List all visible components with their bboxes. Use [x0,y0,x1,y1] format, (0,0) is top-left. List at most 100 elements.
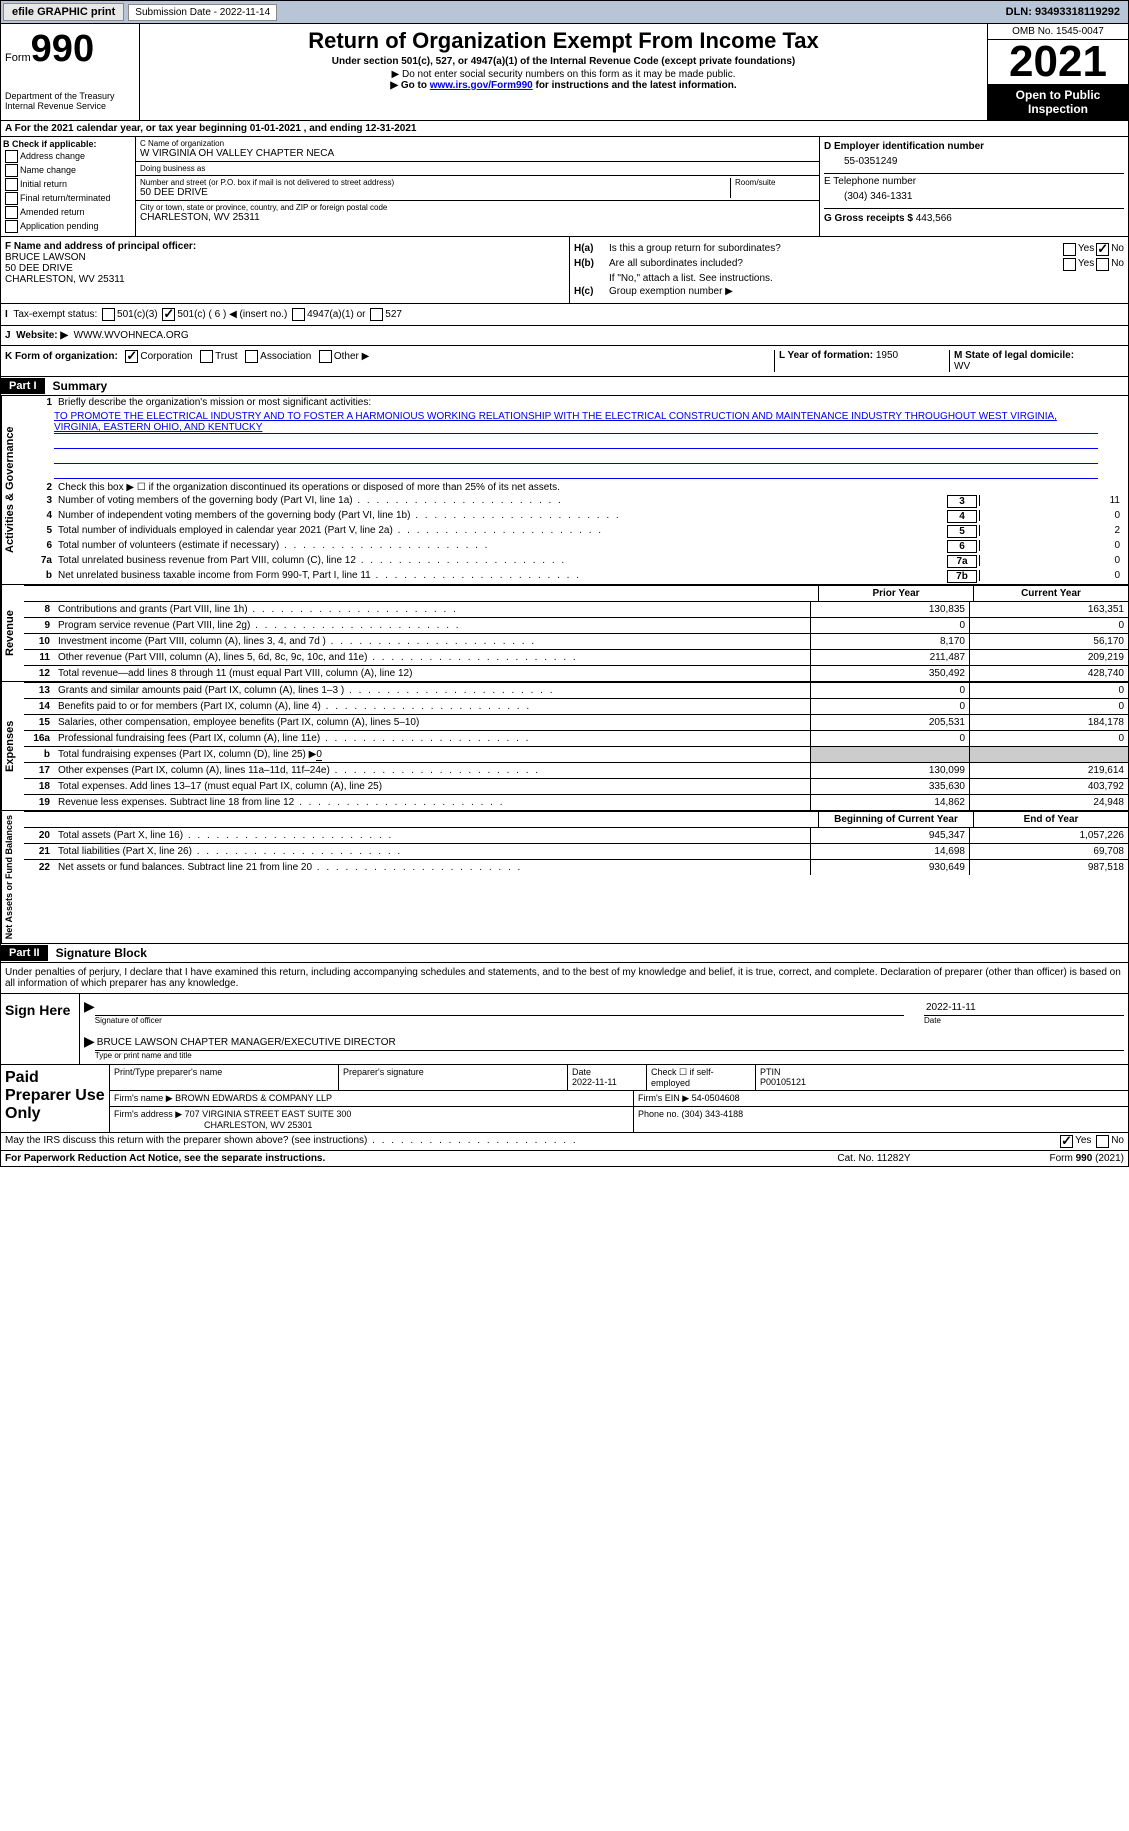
firm-addr1: 707 VIRGINIA STREET EAST SUITE 300 [185,1109,352,1119]
line-13: Grants and similar amounts paid (Part IX… [56,683,810,698]
ptin-value: P00105121 [760,1077,806,1087]
chk-501c3[interactable] [102,308,115,321]
expenses-label: Expenses [1,682,24,810]
form-subtitle: Under section 501(c), 527, or 4947(a)(1)… [144,56,983,67]
py-16a: 0 [810,731,969,746]
chk-501c[interactable] [162,308,175,321]
chk-other[interactable] [319,350,332,363]
chk-assoc[interactable] [245,350,258,363]
form-word: Form [5,52,31,64]
officer-addr1: 50 DEE DRIVE [5,263,565,274]
chk-amended[interactable] [5,206,18,219]
chk-527[interactable] [370,308,383,321]
beg-year-header: Beginning of Current Year [818,812,973,827]
mission-label: Briefly describe the organization's miss… [58,397,1124,408]
goto-post: for instructions and the latest informat… [533,80,737,91]
chk-pending[interactable] [5,220,18,233]
line-14: Benefits paid to or for members (Part IX… [56,699,810,714]
cy-10: 56,170 [969,634,1128,649]
name-title-label: Type or print name and title [95,1051,1124,1060]
hb-no[interactable] [1096,258,1109,271]
prep-date: 2022-11-11 [572,1077,617,1087]
efile-button[interactable]: efile GRAPHIC print [3,3,124,21]
city-label: City or town, state or province, country… [140,203,815,212]
state-domicile: WV [954,361,970,372]
part-ii-header: Part II [1,945,48,961]
form-title: Return of Organization Exempt From Incom… [144,28,983,54]
line-5: Total number of individuals employed in … [58,525,945,536]
dln: DLN: 93493318119292 [1006,6,1126,18]
goto-pre: ▶ Go to [390,80,429,91]
prior-year-header: Prior Year [818,586,973,601]
py-14: 0 [810,699,969,714]
sig-date: 2022-11-11 [924,1000,1124,1016]
officer-addr2: CHARLESTON, WV 25311 [5,274,565,285]
firm-ein: 54-0504608 [692,1093,740,1103]
line-19: Revenue less expenses. Subtract line 18 … [56,795,810,810]
py-20: 945,347 [810,828,969,843]
irs-link[interactable]: www.irs.gov/Form990 [430,80,533,91]
line-17: Other expenses (Part IX, column (A), lin… [56,763,810,778]
ha-no[interactable] [1096,243,1109,256]
tel-label: E Telephone number [824,176,1124,187]
cy-16a: 0 [969,731,1128,746]
cy-15: 184,178 [969,715,1128,730]
self-employed-label: Check ☐ if self-employed [651,1067,714,1088]
line-12: Total revenue—add lines 8 through 11 (mu… [56,666,810,681]
tax-year: 2021 [988,40,1128,84]
firm-addr2: CHARLESTON, WV 25301 [114,1120,312,1130]
dept-treasury: Department of the Treasury [5,91,135,101]
py-15: 205,531 [810,715,969,730]
tel-value: (304) 346-1331 [824,187,1124,206]
chk-final[interactable] [5,192,18,205]
line-2: Check this box ▶ ☐ if the organization d… [58,482,1124,493]
submission-date: Submission Date - 2022-11-14 [128,4,277,21]
py-18: 335,630 [810,779,969,794]
line-9: Program service revenue (Part VIII, line… [56,618,810,633]
city-value: CHARLESTON, WV 25311 [140,212,815,223]
sig-label: Signature of officer [95,1016,904,1025]
firm-phone: (304) 343-4188 [682,1109,744,1119]
f-section: F Name and address of principal officer:… [0,237,1129,304]
py-22: 930,649 [810,860,969,875]
website-value: WWW.WVOHNECA.ORG [74,330,189,341]
hb-yes[interactable] [1063,258,1076,271]
ha-label: Is this a group return for subordinates? [609,243,1061,256]
hc-label: Group exemption number ▶ [609,286,733,297]
chk-trust[interactable] [200,350,213,363]
room-label: Room/suite [735,178,815,187]
sig-declaration: Under penalties of perjury, I declare th… [1,963,1128,993]
line-8: Contributions and grants (Part VIII, lin… [56,602,810,617]
py-12: 350,492 [810,666,969,681]
line-11: Other revenue (Part VIII, column (A), li… [56,650,810,665]
line-20: Total assets (Part X, line 16) [56,828,810,843]
nossn-note: ▶ Do not enter social security numbers o… [144,69,983,80]
chk-address[interactable] [5,150,18,163]
chk-name[interactable] [5,164,18,177]
cy-11: 209,219 [969,650,1128,665]
cy-9: 0 [969,618,1128,633]
sig-date-label: Date [924,1016,1124,1025]
discuss-yes[interactable] [1060,1135,1073,1148]
chk-initial[interactable] [5,178,18,191]
pra-notice: For Paperwork Reduction Act Notice, see … [5,1153,774,1164]
line-15: Salaries, other compensation, employee b… [56,715,810,730]
py-13: 0 [810,683,969,698]
discuss-no[interactable] [1096,1135,1109,1148]
paid-preparer-label: Paid Preparer Use Only [1,1065,109,1132]
py-16b-shade [810,747,969,762]
chk-4947[interactable] [292,308,305,321]
dba-label: Doing business as [140,164,815,173]
revenue-label: Revenue [1,585,24,681]
line-4: Number of independent voting members of … [58,510,945,521]
top-bar: efile GRAPHIC print Submission Date - 20… [0,0,1129,24]
form-number: 990 [31,28,94,70]
ein-label: D Employer identification number [824,141,1124,152]
chk-corp[interactable] [125,350,138,363]
gov-label: Activities & Governance [1,396,24,584]
c-name-label: C Name of organization [140,139,815,148]
cy-8: 163,351 [969,602,1128,617]
line-6: Total number of volunteers (estimate if … [58,540,945,551]
py-9: 0 [810,618,969,633]
ha-yes[interactable] [1063,243,1076,256]
